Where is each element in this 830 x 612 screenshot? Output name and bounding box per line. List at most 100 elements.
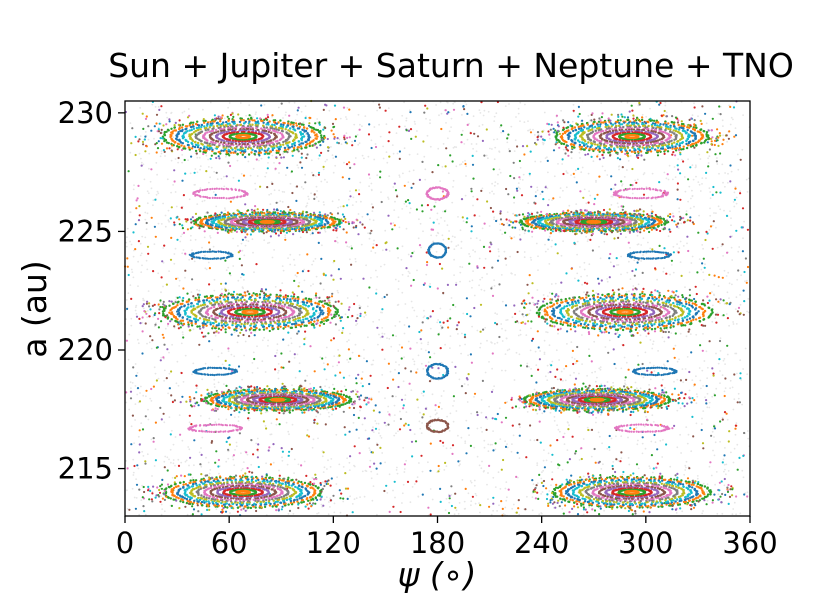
background-point [517, 182, 520, 185]
background-point [529, 439, 532, 442]
scatter-point [276, 139, 279, 143]
background-point [267, 242, 269, 245]
background-point [357, 213, 360, 215]
background-point [235, 441, 238, 444]
background-point [712, 304, 714, 307]
background-point [265, 462, 267, 465]
background-point [154, 448, 157, 450]
background-point [254, 188, 257, 191]
background-point [474, 492, 477, 495]
scatter-point [288, 450, 291, 453]
background-point [709, 197, 712, 200]
background-point [719, 302, 721, 305]
scatter-point [723, 411, 727, 414]
scatter-point [379, 176, 382, 179]
scatter-point [404, 367, 407, 370]
scatter-point [663, 109, 666, 113]
background-point [519, 187, 521, 190]
scatter-point [722, 299, 725, 302]
scatter-point [631, 167, 634, 171]
scatter-point [246, 467, 249, 470]
background-point [263, 239, 266, 242]
background-point [451, 361, 454, 364]
background-point [361, 371, 364, 373]
background-point [697, 181, 700, 184]
scatter-point [211, 148, 214, 151]
background-point [729, 123, 732, 126]
background-point [501, 327, 503, 330]
background-point [499, 229, 502, 232]
background-point [599, 368, 602, 371]
background-point [327, 411, 330, 414]
scatter-point [314, 473, 317, 476]
scatter-point [740, 226, 743, 229]
scatter-point [129, 390, 133, 393]
background-point [178, 279, 181, 282]
background-point [177, 161, 180, 164]
scatter-point [429, 513, 432, 516]
scatter-point [587, 428, 590, 432]
scatter-point [476, 135, 480, 138]
scatter-point [485, 416, 488, 419]
background-point [240, 452, 242, 455]
scatter-point [299, 307, 302, 310]
background-point [228, 102, 231, 104]
background-point [637, 283, 640, 286]
background-point [714, 441, 717, 444]
scatter-point [189, 137, 192, 140]
background-point [294, 274, 297, 277]
scatter-point [542, 198, 545, 201]
scatter-point [184, 128, 187, 131]
scatter-point [739, 192, 742, 195]
scatter-point [202, 335, 205, 338]
background-point [734, 308, 737, 310]
background-point [204, 267, 207, 270]
scatter-point [658, 181, 661, 184]
scatter-point [266, 186, 269, 189]
background-point [555, 349, 558, 352]
background-point [200, 465, 203, 468]
scatter-point [200, 139, 203, 143]
scatter-point [688, 288, 692, 291]
scatter-point [708, 340, 711, 343]
background-point [706, 499, 709, 502]
background-point [367, 155, 370, 158]
scatter-point [643, 158, 646, 161]
background-point [649, 247, 652, 250]
background-point [665, 111, 668, 114]
scatter-point [300, 147, 303, 150]
background-point [153, 465, 156, 467]
scatter-points [124, 99, 750, 517]
scatter-point [357, 233, 360, 236]
background-point [684, 286, 686, 288]
scatter-point [241, 153, 244, 156]
background-point [709, 207, 711, 210]
background-point [275, 352, 278, 354]
background-point [212, 191, 215, 193]
background-point [287, 430, 290, 433]
background-point [695, 393, 698, 395]
background-point [133, 249, 135, 252]
scatter-point [396, 195, 399, 198]
scatter-point [739, 372, 742, 375]
background-point [201, 378, 204, 381]
scatter-point [387, 423, 390, 426]
scatter-point [215, 171, 218, 174]
background-point [654, 441, 657, 444]
background-point [276, 411, 279, 413]
background-point [532, 128, 534, 131]
scatter-point [713, 427, 717, 430]
scatter-point [157, 140, 160, 143]
background-point [705, 350, 708, 353]
background-point [162, 261, 165, 264]
scatter-point [302, 126, 306, 129]
scatter-point [408, 382, 411, 385]
background-point [730, 451, 732, 454]
scatter-point [369, 374, 372, 377]
scatter-point [257, 132, 260, 135]
scatter-point [407, 423, 410, 427]
scatter-point [409, 347, 412, 350]
background-point [338, 198, 340, 201]
scatter-point [489, 250, 492, 253]
scatter-point [209, 120, 212, 124]
